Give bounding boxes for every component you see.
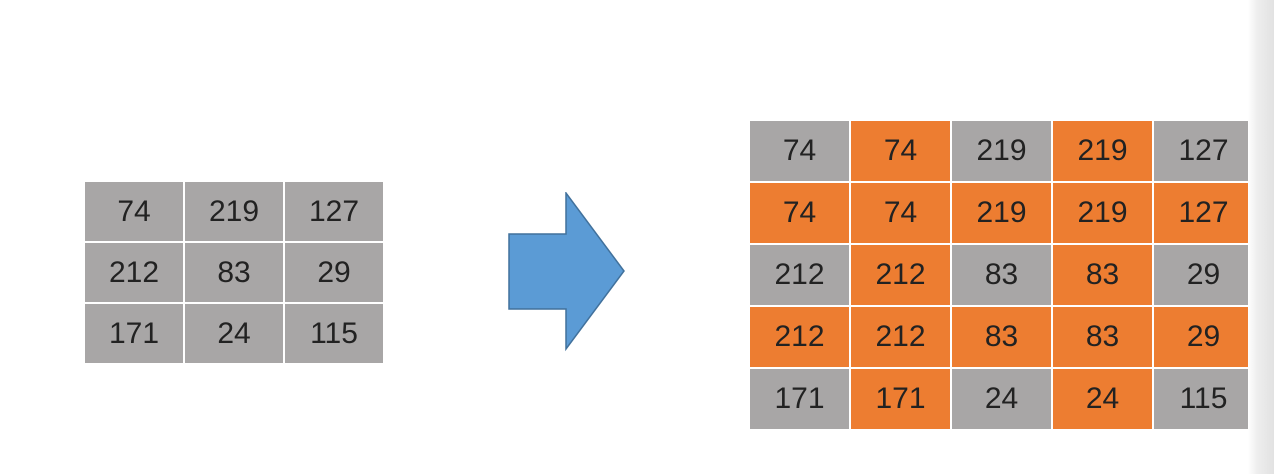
output-cell-copied: 127 (1154, 183, 1253, 245)
output-row: 212 212 83 83 29 (750, 245, 1253, 307)
output-cell-copied: 83 (1053, 245, 1154, 307)
input-cell: 212 (85, 243, 185, 304)
page-edge-shadow (1248, 0, 1274, 474)
input-cell: 171 (85, 304, 185, 363)
output-matrix: 74 74 219 219 127 74 74 219 219 127 212 212 83 83 29 21… (750, 121, 1253, 429)
output-cell-copied: 83 (952, 307, 1053, 369)
output-cell-copied: 219 (952, 183, 1053, 245)
output-cell-original: 83 (952, 245, 1053, 307)
output-cell-copied: 219 (1053, 121, 1154, 183)
input-cell: 127 (285, 182, 383, 243)
input-row: 171 24 115 (85, 304, 383, 363)
right-block-arrow-icon (508, 192, 625, 352)
output-cell-original: 127 (1154, 121, 1253, 183)
output-cell-original: 212 (750, 245, 851, 307)
output-cell-copied: 74 (750, 183, 851, 245)
input-cell: 24 (185, 304, 285, 363)
input-matrix: 74 219 127 212 83 29 171 24 115 (85, 182, 383, 363)
output-cell-copied: 212 (750, 307, 851, 369)
input-cell: 219 (185, 182, 285, 243)
input-cell: 115 (285, 304, 383, 363)
output-cell-copied: 212 (851, 245, 952, 307)
output-cell-copied: 83 (1053, 307, 1154, 369)
output-cell-original: 29 (1154, 245, 1253, 307)
output-cell-copied: 24 (1053, 369, 1154, 429)
input-row: 74 219 127 (85, 182, 383, 243)
output-row: 212 212 83 83 29 (750, 307, 1253, 369)
output-cell-copied: 74 (851, 121, 952, 183)
output-cell-original: 74 (750, 121, 851, 183)
output-cell-original: 171 (750, 369, 851, 429)
output-cell-original: 24 (952, 369, 1053, 429)
output-cell-copied: 171 (851, 369, 952, 429)
output-cell-copied: 29 (1154, 307, 1253, 369)
output-cell-copied: 74 (851, 183, 952, 245)
arrow-shape (508, 192, 625, 352)
output-cell-copied: 212 (851, 307, 952, 369)
output-cell-copied: 219 (1053, 183, 1154, 245)
output-row: 74 74 219 219 127 (750, 121, 1253, 183)
output-cell-original: 115 (1154, 369, 1253, 429)
input-row: 212 83 29 (85, 243, 383, 304)
input-cell: 74 (85, 182, 185, 243)
input-cell: 29 (285, 243, 383, 304)
output-cell-original: 219 (952, 121, 1053, 183)
output-row: 171 171 24 24 115 (750, 369, 1253, 429)
output-row: 74 74 219 219 127 (750, 183, 1253, 245)
input-cell: 83 (185, 243, 285, 304)
